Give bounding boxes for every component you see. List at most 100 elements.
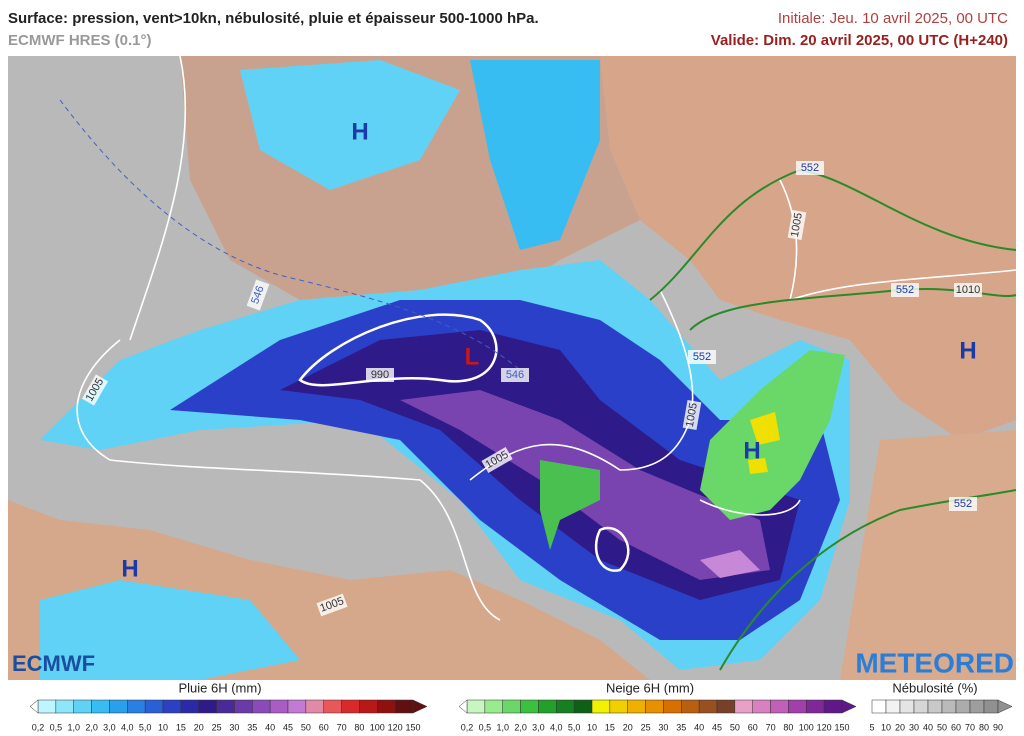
- legend-swatch: [609, 699, 628, 714]
- thickness-line-dashed: [59, 99, 521, 371]
- legend-swatch: [734, 699, 753, 714]
- isobar: [469, 289, 694, 481]
- legend-tick-label: 3,0: [103, 722, 116, 732]
- legend-swatch: [305, 699, 324, 714]
- legend-tick-label: 70: [337, 722, 347, 732]
- isobar: [76, 339, 501, 621]
- legend-tick-label: 50: [937, 722, 947, 732]
- legend-arrow: [29, 699, 39, 714]
- legend-swatch: [252, 699, 271, 714]
- label-box: [688, 350, 716, 364]
- legend-swatch: [752, 699, 771, 714]
- legend-swatch: [770, 699, 789, 714]
- legend-swatch: [198, 699, 217, 714]
- legend-swatch: [716, 699, 736, 714]
- legend-tick-label: 15: [176, 722, 186, 732]
- map: HHHLH10051005100510051005101055255255255…: [8, 55, 1017, 680]
- legend-swatch: [287, 699, 307, 714]
- legend-swatch: [538, 699, 557, 714]
- legend-swatch: [556, 699, 575, 714]
- legend-swatch: [913, 699, 929, 714]
- pressure-center: L: [465, 343, 480, 370]
- legend-swatch: [37, 699, 57, 714]
- legend-tick-label: 1,0: [496, 722, 509, 732]
- label-box: [366, 368, 394, 382]
- contour-label: 552: [896, 284, 914, 296]
- legend-tick-label: 50: [730, 722, 740, 732]
- title: Surface: pression, vent>10kn, nébulosité…: [8, 10, 539, 27]
- legend-tick-label: 45: [283, 722, 293, 732]
- rain-extreme: [700, 550, 760, 578]
- legend-swatch: [323, 699, 342, 714]
- legend-arrow: [458, 699, 468, 714]
- legend-swatch: [927, 699, 943, 714]
- pressure-center: H: [121, 555, 138, 582]
- legend-tick-label: 70: [766, 722, 776, 732]
- thickness-line: [689, 288, 1017, 331]
- legend-tick-label: 30: [658, 722, 668, 732]
- legend-swatch: [806, 699, 825, 714]
- label-box: [246, 279, 270, 311]
- legend-tick-label: 100: [799, 722, 814, 732]
- legend-swatch: [871, 699, 887, 714]
- legend-tick-label: 40: [923, 722, 933, 732]
- legend-tick-label: 60: [748, 722, 758, 732]
- snow: [540, 460, 600, 550]
- legend-tick-label: 5,0: [139, 722, 152, 732]
- isobar: [594, 526, 630, 572]
- label-box: [796, 161, 824, 175]
- legend-swatch: [341, 699, 360, 714]
- legend-tick-label: 0,5: [479, 722, 492, 732]
- contour-label: 1005: [684, 402, 700, 428]
- isobar: [298, 313, 498, 387]
- meteored-logo: METEORED: [855, 647, 1014, 678]
- legend-tick-label: 70: [965, 722, 975, 732]
- legend-swatch: [394, 699, 414, 714]
- legend-tick-label: 100: [370, 722, 385, 732]
- contour-label: 990: [371, 369, 389, 381]
- legend-tick-label: 4,0: [550, 722, 563, 732]
- legend-swatch: [899, 699, 915, 714]
- isobar: [129, 55, 187, 341]
- legend-swatch: [269, 699, 289, 714]
- ecmwf-logo: ECMWF: [12, 651, 95, 676]
- contour-label: 546: [249, 284, 267, 305]
- legend-tick-label: 25: [212, 722, 222, 732]
- contour-label: 552: [801, 162, 819, 174]
- snow-heavy: [750, 412, 780, 445]
- legend-title: Neige 6H (mm): [606, 680, 694, 695]
- legend-tick-label: 10: [881, 722, 891, 732]
- legend-tick-label: 25: [641, 722, 651, 732]
- legend-tick-label: 35: [676, 722, 686, 732]
- legend-arrow: [412, 699, 428, 714]
- legend-swatch: [502, 699, 521, 714]
- legend-tick-label: 35: [247, 722, 257, 732]
- legend-swatch: [969, 699, 985, 714]
- legend-tick-label: 20: [895, 722, 905, 732]
- legend-swatch: [520, 699, 539, 714]
- legend-swatch: [180, 699, 199, 714]
- isobar: [699, 499, 801, 516]
- legend-tick-label: 40: [694, 722, 704, 732]
- contour-label: 1010: [956, 284, 980, 296]
- legend-tick-label: 4,0: [121, 722, 134, 732]
- legend-swatch: [377, 699, 396, 714]
- legend-arrow: [997, 699, 1013, 714]
- legend-swatch: [162, 699, 182, 714]
- isobars: [76, 55, 1017, 621]
- legend-tick-label: 80: [783, 722, 793, 732]
- legend-arrow: [841, 699, 857, 714]
- legend-swatch: [941, 699, 957, 714]
- label-box: [316, 593, 348, 617]
- legend-tick-label: 2,0: [85, 722, 98, 732]
- legend-swatch: [73, 699, 92, 714]
- valid-time: Valide: Dim. 20 avril 2025, 00 UTC (H+24…: [711, 32, 1008, 49]
- label-box: [949, 497, 977, 511]
- legend-tick-label: 150: [834, 722, 849, 732]
- legend-swatch: [466, 699, 486, 714]
- legend-swatch: [591, 699, 611, 714]
- legend-swatch: [234, 699, 253, 714]
- legend-swatch: [627, 699, 646, 714]
- legend-tick-label: 45: [712, 722, 722, 732]
